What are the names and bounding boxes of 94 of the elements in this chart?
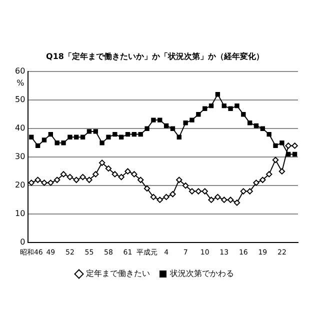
point <box>266 132 272 137</box>
point <box>266 171 272 178</box>
point <box>202 188 208 194</box>
point <box>195 188 202 194</box>
point <box>164 123 169 128</box>
point <box>150 194 157 200</box>
y-tick-label: 30 <box>14 152 26 162</box>
point <box>105 165 112 172</box>
point <box>60 171 67 178</box>
legend-label: 状況次第でかわる <box>169 269 234 278</box>
point <box>34 176 41 183</box>
point <box>118 134 124 140</box>
point <box>182 182 189 189</box>
chart-title: Q18「定年まで働きたいか」か「状況次第」か（経年変化） <box>46 50 264 61</box>
point <box>28 180 34 186</box>
y-axis-title: % <box>16 78 25 88</box>
legend-label: 定年まで働きたい <box>86 269 150 278</box>
point <box>138 132 143 137</box>
point <box>247 120 252 126</box>
point <box>156 196 163 203</box>
point <box>151 118 156 122</box>
point <box>208 103 214 108</box>
point <box>272 156 279 164</box>
point <box>170 191 176 198</box>
point <box>228 106 233 111</box>
point <box>273 143 278 148</box>
point <box>234 103 240 108</box>
point <box>86 129 92 134</box>
point <box>138 176 144 183</box>
point <box>80 174 86 180</box>
point <box>86 176 92 183</box>
y-tick-label: 10 <box>14 209 26 218</box>
point <box>125 132 130 137</box>
point <box>74 134 79 140</box>
point <box>29 134 34 140</box>
point <box>188 188 196 194</box>
point <box>54 140 60 146</box>
point <box>240 188 246 194</box>
point <box>234 200 240 206</box>
point <box>106 134 111 140</box>
point <box>176 134 182 140</box>
point <box>202 106 208 111</box>
point <box>260 176 266 183</box>
y-tick-label: 0 <box>20 238 26 247</box>
y-tick-label: 60 <box>14 66 26 76</box>
point <box>285 142 292 149</box>
point <box>163 194 170 200</box>
point <box>35 143 40 148</box>
point <box>48 132 54 137</box>
point <box>280 140 284 146</box>
point <box>253 180 260 186</box>
point <box>48 180 54 186</box>
point <box>42 138 47 142</box>
point <box>246 188 253 194</box>
y-tick-label: 40 <box>14 124 26 133</box>
point <box>292 152 298 157</box>
point <box>112 132 118 137</box>
point <box>93 129 98 134</box>
point <box>176 176 182 183</box>
point <box>190 118 194 122</box>
point <box>215 92 220 97</box>
y-tick-label: 20 <box>14 180 26 190</box>
point <box>170 126 176 131</box>
point <box>132 132 137 137</box>
point <box>100 140 104 146</box>
point <box>131 171 138 178</box>
point <box>196 112 201 117</box>
point <box>61 140 66 146</box>
point <box>278 168 286 174</box>
point <box>66 174 74 180</box>
point <box>158 118 162 122</box>
point <box>98 160 106 166</box>
point <box>254 123 259 128</box>
point <box>292 142 298 149</box>
point <box>241 112 246 117</box>
point <box>80 134 86 140</box>
point <box>208 196 214 203</box>
point <box>221 196 228 203</box>
point <box>68 134 72 140</box>
point <box>227 196 234 203</box>
point <box>260 126 266 131</box>
point <box>118 174 124 180</box>
point <box>124 168 131 174</box>
point <box>73 176 80 183</box>
point <box>54 176 60 183</box>
point <box>144 126 150 131</box>
point <box>183 120 188 126</box>
y-tick-label: 50 <box>14 95 26 104</box>
point <box>144 185 150 192</box>
point <box>92 171 99 178</box>
point <box>222 103 226 108</box>
point <box>214 194 221 200</box>
point <box>112 171 118 178</box>
point <box>41 180 48 186</box>
